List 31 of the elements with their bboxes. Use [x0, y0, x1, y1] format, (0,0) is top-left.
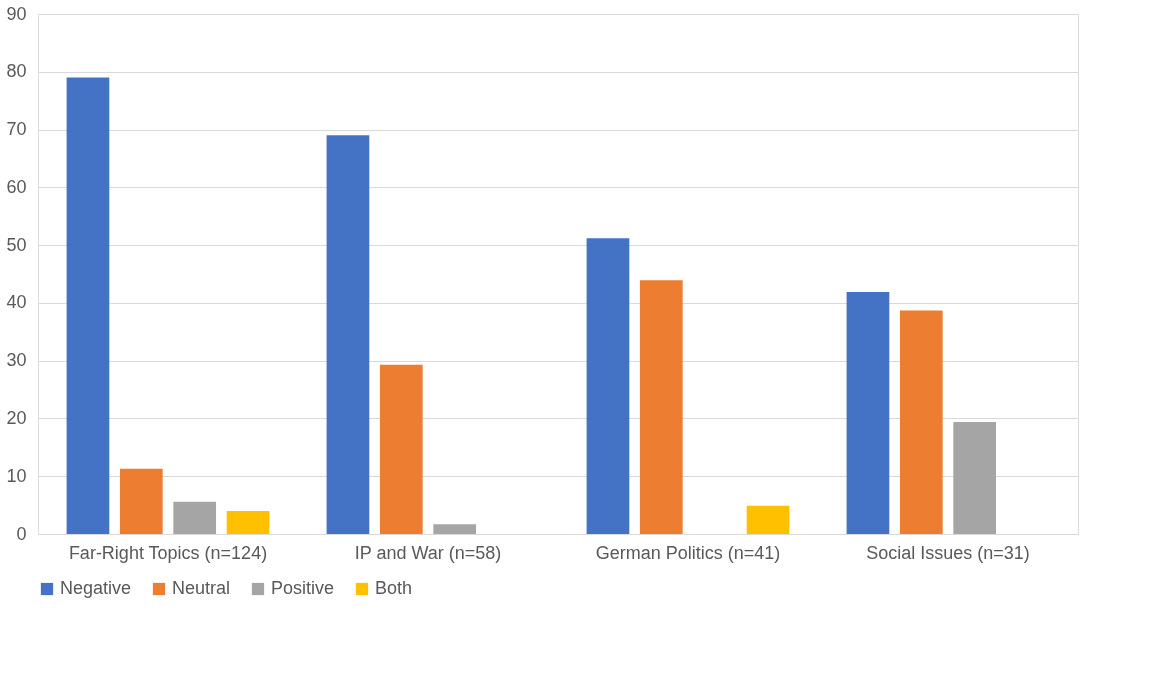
- y-tick-label: 30: [6, 350, 27, 371]
- bar: [326, 135, 370, 534]
- legend-label: Positive: [271, 578, 335, 598]
- bar: [173, 501, 217, 534]
- bar: [953, 421, 997, 534]
- y-tick-label: 90: [6, 3, 27, 24]
- bar: [433, 524, 477, 534]
- bar: [746, 505, 790, 534]
- x-tick-label: IP and War (n=58): [354, 542, 502, 563]
- bar: [119, 468, 163, 534]
- y-tick-label: 40: [6, 292, 27, 313]
- y-tick-label: 10: [6, 465, 27, 486]
- legend-label: Both: [375, 578, 413, 598]
- bar: [899, 310, 943, 534]
- bar: [66, 77, 110, 534]
- y-tick-label: 20: [6, 407, 27, 428]
- bar: [226, 510, 270, 534]
- x-tick-label: Social Issues (n=31): [866, 542, 1030, 563]
- y-tick-label: 50: [6, 234, 27, 255]
- y-tick-label: 60: [6, 176, 27, 197]
- x-tick-label: Far-Right Topics (n=124): [68, 542, 268, 563]
- y-tick-label: 80: [6, 61, 27, 82]
- legend-label: Negative: [60, 578, 132, 598]
- bar: [379, 364, 423, 534]
- bar: [639, 280, 683, 534]
- bar: [846, 291, 890, 534]
- y-tick-label: 70: [6, 119, 27, 140]
- x-tick-label: German Politics (n=41): [595, 542, 781, 563]
- bar: [586, 238, 630, 534]
- legend-label: Neutral: [172, 578, 231, 598]
- y-tick-label: 0: [16, 523, 27, 544]
